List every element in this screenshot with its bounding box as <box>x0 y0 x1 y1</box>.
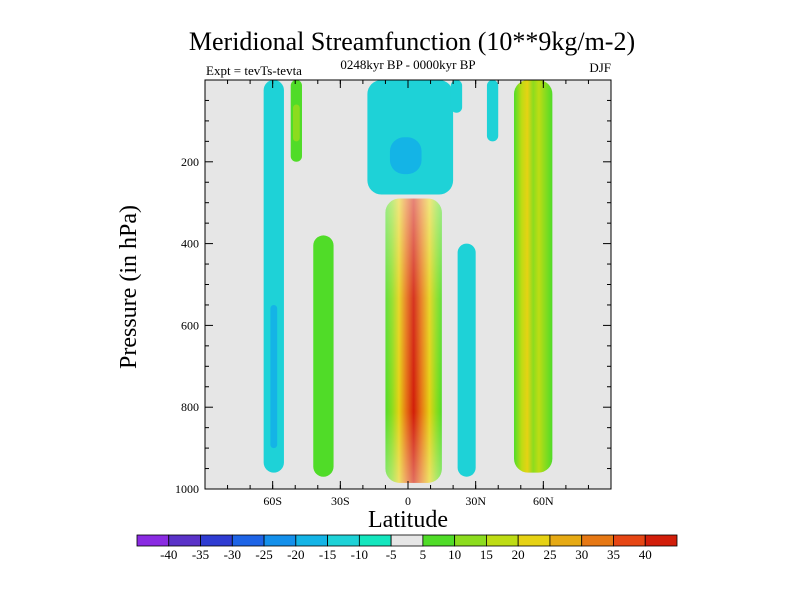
colorbar-labels: -40 -35 -30 -25 -20 -15 -10 -5 5 10 15 20 25 30 35 40 <box>160 547 652 562</box>
y-tick-label: 400 <box>181 237 199 251</box>
x-axis: 60S 30S 0 30N 60N <box>227 80 589 508</box>
feature-60s-negative-column <box>263 80 284 473</box>
colorbar-box <box>581 534 614 547</box>
y-tick-label: 600 <box>181 318 199 332</box>
feature-50s-upper-core <box>292 104 300 142</box>
x-tick-label: 60S <box>263 494 282 508</box>
colorbar-box <box>168 534 201 547</box>
feature-25n-upper-negative <box>450 80 463 113</box>
colorbar-level-label: -25 <box>255 547 272 562</box>
x-tick-label: 30S <box>331 494 350 508</box>
x-tick-label: 30N <box>465 494 486 508</box>
colorbar-box <box>454 534 487 547</box>
colorbar-level-label: 20 <box>512 547 525 562</box>
y-tick-label: 800 <box>181 400 199 414</box>
x-tick-label: 60N <box>533 494 554 508</box>
colorbar-box <box>644 534 678 547</box>
colorbar-box <box>327 534 360 547</box>
colorbar-box <box>613 534 646 547</box>
contour-fields <box>263 80 553 483</box>
colorbar-level-label: -5 <box>386 547 397 562</box>
x-axis-label: Latitude <box>368 507 448 533</box>
colorbar <box>136 534 678 547</box>
colorbar-box <box>486 534 519 547</box>
colorbar-box <box>231 534 265 547</box>
x-tick-label: 0 <box>405 494 411 508</box>
colorbar-box <box>390 534 424 547</box>
colorbar-level-label: 30 <box>575 547 588 562</box>
colorbar-box <box>263 534 297 547</box>
colorbar-level-label: 40 <box>639 547 652 562</box>
colorbar-box <box>295 534 328 547</box>
colorbar-box <box>136 534 170 547</box>
experiment-label: Expt = tevTs-tevta <box>206 63 302 78</box>
colorbar-level-label: -40 <box>160 547 177 562</box>
feature-60s-inner-core <box>270 304 278 449</box>
colorbar-level-label: 15 <box>480 547 493 562</box>
colorbar-level-label: -15 <box>319 547 336 562</box>
chart-title: Meridional Streamfunction (10**9kg/m-2) <box>189 27 635 56</box>
colorbar-box <box>549 534 583 547</box>
colorbar-level-label: 5 <box>420 547 427 562</box>
feature-25n-negative-column <box>457 243 476 477</box>
colorbar-level-label: -10 <box>351 547 368 562</box>
feature-38s-positive-column <box>313 235 334 477</box>
colorbar-level-label: 25 <box>543 547 556 562</box>
y-axis-label: Pressure (in hPa) <box>116 205 142 369</box>
period-label: 0248kyr BP - 0000kyr BP <box>340 57 475 72</box>
colorbar-level-label: -35 <box>192 547 209 562</box>
colorbar-box <box>517 534 551 547</box>
feature-upper-negative-cell <box>367 80 454 195</box>
colorbar-level-label: 35 <box>607 547 620 562</box>
feature-55n-positive-column <box>514 80 553 473</box>
y-axis: 200 400 600 800 1000 <box>175 99 611 496</box>
y-tick-label: 200 <box>181 155 199 169</box>
season-label: DJF <box>589 60 611 75</box>
feature-equatorial-shading <box>385 198 442 483</box>
colorbar-box <box>200 534 233 547</box>
colorbar-level-label: -30 <box>224 547 241 562</box>
colorbar-level-label: -20 <box>287 547 304 562</box>
colorbar-level-label: 10 <box>448 547 461 562</box>
feature-38n-upper-negative <box>486 80 499 142</box>
feature-upper-negative-core <box>389 137 422 175</box>
y-tick-label: 1000 <box>175 482 199 496</box>
colorbar-box <box>358 534 392 547</box>
colorbar-box <box>422 534 456 547</box>
